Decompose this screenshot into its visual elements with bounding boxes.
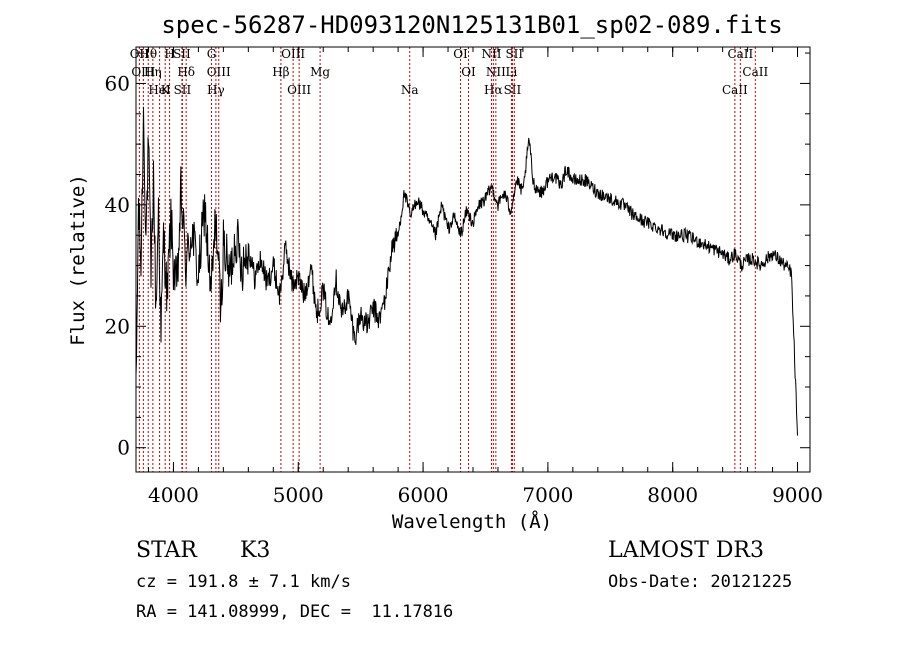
chart-title: spec-56287-HD093120N125131B01_sp02-089.f… xyxy=(161,11,782,39)
y-tick-label: 20 xyxy=(105,314,130,338)
line-marker-label: Li xyxy=(506,65,518,79)
x-tick-label: 6000 xyxy=(398,483,449,507)
axis-ticks: 4000 5000 6000 7000 8000 9000 0 20 40 60 xyxy=(105,47,823,507)
line-marker-label: SII xyxy=(504,83,522,97)
line-marker-label: OIII xyxy=(287,83,311,97)
object-subclass: K3 xyxy=(240,538,271,563)
velocity-readout: cz = 191.8 ± 7.1 km/s xyxy=(136,572,351,592)
spectrum-line xyxy=(135,106,798,436)
line-marker-label: Hα xyxy=(484,83,503,97)
line-marker-label: HeI xyxy=(148,83,171,97)
line-marker-label: OII xyxy=(130,47,150,61)
line-marker-label: Hδ xyxy=(177,65,195,79)
line-marker-label: Hβ xyxy=(272,65,289,79)
x-axis-label: Wavelength (Å) xyxy=(392,510,552,533)
coordinates-readout: RA = 141.08999, DEC = 11.17816 xyxy=(136,602,454,622)
line-marker-label: H xyxy=(164,47,174,61)
line-marker-label: Hη xyxy=(144,65,162,79)
y-tick-label: 40 xyxy=(105,193,130,217)
y-tick-label: 60 xyxy=(105,71,130,95)
x-tick-label: 5000 xyxy=(273,483,324,507)
line-marker-label: CaII xyxy=(727,47,753,61)
line-marker-label: SII xyxy=(174,83,192,97)
line-marker-label: SII xyxy=(173,47,191,61)
plot-frame xyxy=(135,46,811,473)
line-marker-label: K xyxy=(161,83,171,97)
y-axis-label: Flux (relative) xyxy=(67,174,89,346)
line-marker-label: OI xyxy=(453,47,468,61)
x-tick-label: 4000 xyxy=(148,483,199,507)
spectral-line-markers: HθHηKHHδSIIOIIOIIIHeISIIOIIIHγGHβOIIIOII… xyxy=(130,47,768,472)
y-tick-label: 0 xyxy=(117,436,130,460)
line-marker-label: Hθ xyxy=(139,47,157,61)
x-tick-label: 7000 xyxy=(522,483,573,507)
x-tick-label: 9000 xyxy=(772,483,823,507)
line-marker-label: NII xyxy=(481,47,501,61)
survey-name: LAMOST DR3 xyxy=(608,538,764,563)
line-marker-label: NII xyxy=(486,65,506,79)
line-marker-label: CaII xyxy=(722,83,748,97)
line-marker-label: G xyxy=(207,47,217,61)
spectrum-series xyxy=(135,106,798,436)
line-marker-label: OI xyxy=(461,65,476,79)
line-marker-label: OIII xyxy=(131,65,155,79)
line-marker-label: Hγ xyxy=(207,83,225,97)
line-marker-label: OIII xyxy=(281,47,305,61)
line-marker-label: Na xyxy=(401,83,419,97)
object-class: STAR xyxy=(136,538,197,563)
line-marker-label: OIII xyxy=(207,65,231,79)
x-tick-label: 8000 xyxy=(647,483,698,507)
line-marker-label: Mg xyxy=(310,65,330,79)
obs-date: Obs-Date: 20121225 xyxy=(608,572,793,592)
line-marker-label: SII xyxy=(505,47,523,61)
line-marker-label: CaII xyxy=(742,65,768,79)
